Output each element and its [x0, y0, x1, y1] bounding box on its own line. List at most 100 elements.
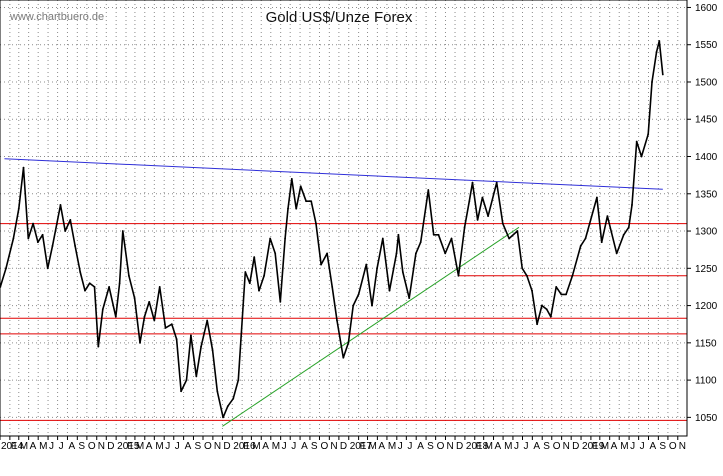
x-tick-label: M	[39, 441, 47, 452]
x-tick-label: F	[11, 441, 17, 452]
price-point	[336, 319, 338, 322]
price-point	[427, 189, 430, 191]
price-point	[295, 207, 298, 210]
x-tick-label: J	[165, 441, 170, 452]
price-point	[258, 289, 260, 292]
x-tick-label: D	[223, 441, 230, 452]
y-tick-label: 1500	[695, 77, 718, 88]
price-point	[596, 196, 598, 199]
price-point	[526, 274, 528, 277]
x-tick-label: M	[504, 441, 512, 452]
x-tick-label: N	[98, 441, 105, 452]
x-tick-label: D	[572, 441, 579, 452]
price-point	[395, 252, 398, 255]
price-point	[253, 256, 256, 259]
x-tick-label: M	[20, 441, 28, 452]
x-tick-label: J	[59, 441, 64, 452]
price-point	[444, 252, 447, 255]
price-point	[143, 315, 146, 318]
price-point	[432, 233, 435, 236]
price-point	[508, 237, 511, 240]
x-tick-label: J	[407, 441, 412, 452]
x-tick-label: N	[679, 441, 686, 452]
x-tick-label: O	[88, 441, 96, 452]
price-point	[516, 230, 519, 232]
price-point	[635, 140, 638, 143]
price-point	[347, 341, 350, 344]
x-tick-label: J	[175, 441, 180, 452]
x-tick-label: A	[611, 441, 618, 452]
price-point	[600, 241, 603, 244]
x-tick-label: F	[592, 441, 598, 452]
x-tick-label: A	[533, 441, 540, 452]
y-tick-label: 1250	[695, 264, 718, 275]
price-point	[12, 237, 15, 240]
x-tick-label: O	[437, 441, 445, 452]
x-tick-label: A	[649, 441, 656, 452]
price-point	[376, 267, 378, 270]
y-tick-label: 1200	[695, 301, 718, 312]
price-point	[536, 323, 539, 326]
x-tick-label: A	[30, 441, 37, 452]
price-point	[216, 390, 219, 393]
x-tick-label: F	[476, 441, 482, 452]
price-point	[290, 177, 293, 180]
price-point	[468, 200, 471, 203]
y-tick-label: 1350	[695, 189, 718, 200]
price-point	[274, 252, 277, 255]
x-tick-label: A	[301, 441, 308, 452]
y-tick-label: 1050	[695, 413, 718, 424]
price-point	[69, 218, 72, 221]
price-point	[388, 289, 391, 292]
price-point	[476, 218, 479, 221]
x-tick-label: J	[514, 441, 519, 452]
price-point	[114, 315, 117, 318]
x-tick-label: J	[630, 441, 635, 452]
price-point	[27, 237, 30, 240]
price-point	[17, 207, 20, 210]
x-tick-label: M	[155, 441, 163, 452]
price-point	[305, 200, 308, 203]
price-point	[139, 341, 141, 344]
price-point	[5, 267, 7, 270]
price-point	[121, 230, 124, 232]
price-point	[579, 245, 582, 247]
x-tick-label: J	[291, 441, 296, 452]
price-point	[164, 327, 167, 329]
price-point	[661, 73, 664, 76]
price-point	[88, 282, 91, 285]
price-point	[487, 215, 490, 218]
price-point	[222, 416, 224, 419]
x-tick-label: A	[262, 441, 269, 452]
trend-line	[4, 158, 663, 190]
x-tick-label: A	[378, 441, 385, 452]
price-point	[565, 293, 567, 296]
x-tick-label: S	[659, 441, 666, 452]
x-tick-label: 2017	[350, 441, 373, 452]
price-point	[647, 133, 650, 136]
price-point	[226, 405, 229, 408]
price-point	[463, 226, 466, 229]
price-point	[32, 222, 34, 225]
x-tick-label: J	[640, 441, 645, 452]
price-point	[450, 237, 453, 240]
price-point	[571, 274, 574, 277]
x-tick-label: J	[523, 441, 528, 452]
x-tick-label: N	[330, 441, 337, 452]
price-point	[118, 282, 121, 285]
y-tick-label: 1550	[695, 40, 718, 51]
x-tick-label: D	[340, 441, 347, 452]
x-tick-label: A	[68, 441, 75, 452]
price-point	[615, 252, 618, 255]
price-point	[59, 204, 62, 206]
price-point	[357, 293, 360, 296]
price-point	[133, 297, 136, 300]
price-point	[206, 319, 209, 322]
x-tick-label: S	[311, 441, 318, 452]
x-tick-label: A	[185, 441, 192, 452]
x-tick-label: A	[417, 441, 424, 452]
price-point	[79, 271, 82, 273]
price-point	[175, 338, 178, 341]
y-tick-label: 1100	[695, 376, 717, 387]
price-point	[331, 286, 334, 288]
